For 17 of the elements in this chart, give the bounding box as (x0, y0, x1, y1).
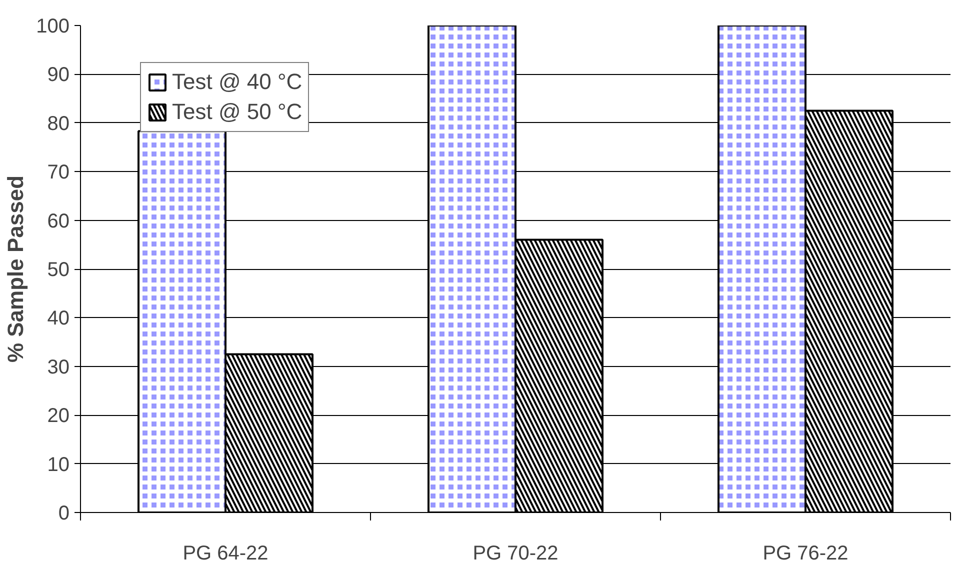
y-tick-label: 40 (47, 308, 70, 330)
legend-label: Test @ 40 °C (172, 69, 302, 95)
y-tick-label: 10 (47, 454, 70, 476)
y-tick-label: 100 (36, 16, 70, 38)
legend-label: Test @ 50 °C (172, 99, 302, 125)
x-tick-label: PG 76-22 (762, 542, 848, 564)
y-tick-label: 50 (47, 259, 70, 281)
y-tick-label: 20 (47, 405, 70, 428)
y-axis-title: % Sample Passed (3, 175, 28, 363)
y-tick-label: 80 (47, 112, 70, 135)
x-tick-label: PG 64-22 (182, 542, 268, 564)
y-tick-label: 30 (47, 356, 70, 378)
y-tick-label: 0 (58, 502, 70, 524)
x-tick-label: PG 70-22 (472, 542, 558, 564)
y-tick-label: 60 (47, 210, 70, 232)
y-tick-label: 70 (47, 162, 70, 184)
y-tick-label: 90 (47, 64, 70, 86)
